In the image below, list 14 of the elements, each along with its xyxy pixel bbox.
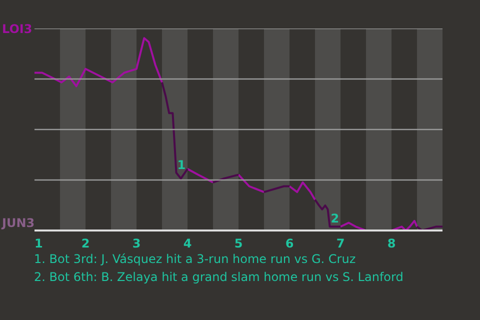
x-tick-label: 8 xyxy=(387,236,396,250)
x-tick-label: 3 xyxy=(132,236,141,250)
x-tick-label: 7 xyxy=(336,236,345,250)
annotation: 1 xyxy=(177,158,186,172)
text: LOI3 xyxy=(2,22,32,36)
x-tick-label: 5 xyxy=(234,236,243,250)
x-tick-label: 2 xyxy=(81,236,90,250)
x-tick-label: 4 xyxy=(183,236,192,250)
x-tick-label: 6 xyxy=(285,236,294,250)
annotation: JUN3 xyxy=(2,216,35,230)
text: 2. Bot 6th: B. Zelaya hit a grand slam home run vs S. Lanford xyxy=(34,269,404,286)
text: 1. Bot 3rd: J. Vásquez hit a 3-run home run vs G. Cruz xyxy=(34,251,356,268)
x-tick-label: 1 xyxy=(34,236,43,250)
annotation: 2 xyxy=(330,212,340,226)
